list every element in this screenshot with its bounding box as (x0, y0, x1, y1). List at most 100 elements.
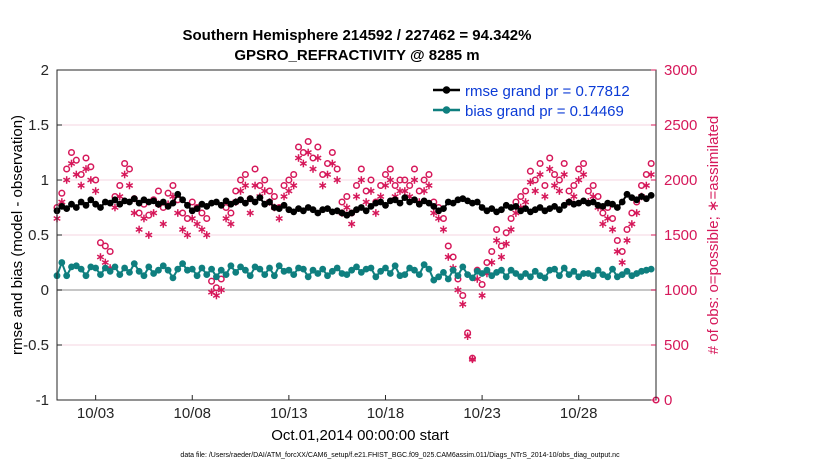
x-tick-label: 10/03 (77, 405, 115, 422)
bias-point (222, 271, 230, 278)
possible-obs-point (154, 187, 162, 195)
assimilated-obs-point (348, 220, 356, 228)
y-right-tick-label: 2000 (664, 172, 697, 189)
possible-obs-point (251, 165, 259, 173)
x-axis-label: Oct.01,2014 00:00:00 start (271, 427, 449, 444)
asterisk-stroke (290, 182, 298, 189)
possible-obs-point (352, 181, 361, 190)
rmse-point (68, 200, 75, 208)
possible-obs-point (541, 181, 549, 190)
asterisk-stroke (285, 188, 293, 194)
possible-obs-point (77, 170, 85, 179)
rmse-point (411, 196, 418, 204)
assimilated-obs-point (599, 220, 607, 228)
bias-point (328, 267, 336, 275)
possible-obs-point (125, 165, 134, 173)
rmse-point (77, 198, 85, 206)
assimilated-obs-point (507, 225, 515, 234)
rmse-point (106, 199, 114, 207)
bias-point (372, 273, 380, 281)
possible-obs-point (396, 176, 404, 184)
bias-point (464, 271, 472, 278)
rmse-point (97, 204, 104, 211)
possible-obs-point (294, 143, 303, 151)
assimilated-obs-point (62, 176, 71, 184)
assimilated-obs-point (550, 181, 559, 190)
bias-point (517, 273, 525, 281)
assimilated-obs-point (183, 231, 192, 239)
possible-obs-point (599, 209, 607, 217)
rmse-point (440, 205, 447, 213)
assimilated-obs-point (67, 159, 76, 168)
possible-obs-point (478, 280, 486, 289)
bias-point (435, 273, 443, 281)
possible-obs-point (309, 154, 317, 162)
possible-obs-point (439, 214, 448, 223)
rmse-point (251, 198, 259, 206)
rmse-point (237, 196, 244, 204)
rmse-point (309, 206, 317, 214)
bias-point (647, 265, 655, 273)
asterisk-stroke (430, 210, 438, 216)
asterisk-stroke (420, 188, 428, 194)
possible-obs-point (608, 214, 617, 223)
asterisk-stroke (111, 204, 119, 211)
bias-point (478, 270, 486, 277)
possible-obs-point (328, 148, 336, 157)
rmse-point (642, 195, 650, 203)
rmse-point (130, 195, 138, 203)
asterisk-stroke (188, 215, 196, 222)
rmse-point (82, 201, 90, 209)
asterisk-stroke (309, 166, 317, 172)
asterisk-stroke (550, 182, 559, 189)
assimilated-obs-point (444, 253, 452, 261)
asterisk-stroke (381, 182, 390, 189)
possible-obs-point (531, 176, 539, 184)
possible-obs-point (343, 192, 351, 201)
bias-point (551, 265, 558, 273)
possible-obs-point (637, 181, 646, 190)
rmse-point (203, 203, 211, 210)
rmse-point (126, 198, 133, 206)
bias-point (541, 274, 549, 282)
assimilated-obs-point (188, 214, 196, 223)
possible-obs-point (589, 181, 597, 190)
asterisk-stroke (275, 215, 283, 222)
asterisk-stroke (613, 248, 622, 255)
assimilated-obs-point (135, 225, 143, 234)
possible-obs-point (526, 167, 534, 175)
possible-obs-point (623, 225, 631, 234)
bias-point (444, 275, 452, 283)
rmse-point (348, 209, 356, 217)
assimilated-obs-point (333, 176, 341, 184)
bias-point (498, 266, 505, 274)
assimilated-obs-point (203, 231, 211, 239)
assimilated-obs-point (280, 192, 288, 201)
bias-point (304, 273, 312, 281)
bias-point (179, 260, 186, 267)
bias-point (159, 262, 167, 270)
asterisk-stroke (183, 232, 192, 238)
rmse-point (246, 195, 254, 203)
bias-point (575, 273, 583, 281)
assimilated-obs-point (285, 187, 293, 195)
rmse-point (169, 199, 177, 207)
bias-point (560, 264, 568, 272)
assimilated-obs-point (77, 181, 85, 190)
possible-obs-point (92, 176, 100, 184)
assimilated-obs-point (72, 170, 80, 179)
asterisk-stroke (618, 259, 626, 266)
asterisk-stroke (642, 182, 651, 189)
rmse-point (555, 206, 563, 214)
assimilated-obs-point (459, 300, 467, 309)
assimilated-obs-point (579, 170, 588, 179)
possible-obs-point (459, 291, 467, 300)
bias-point (290, 271, 298, 278)
x-tick-label: 10/18 (367, 405, 405, 422)
y-right-tick-label: 1000 (664, 282, 697, 299)
asterisk-stroke (328, 160, 337, 167)
rmse-point (599, 203, 607, 210)
possible-obs-point (444, 242, 452, 250)
bias-point (604, 273, 612, 281)
y-right-tick-label: 2500 (664, 117, 697, 134)
